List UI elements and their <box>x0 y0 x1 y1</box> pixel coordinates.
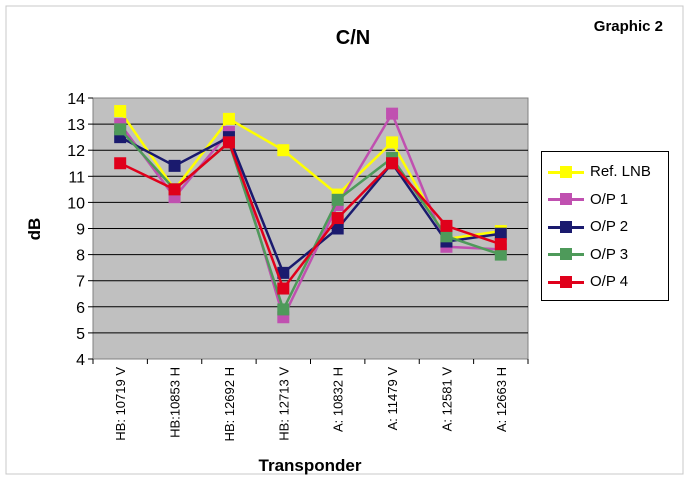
data-point <box>331 212 344 225</box>
data-point <box>440 219 453 232</box>
series-line <box>119 140 502 292</box>
x-tick-label: A: 12581 V <box>439 367 454 432</box>
x-tick-label: HB:10853 H <box>168 367 183 438</box>
legend-item: O/P 2 <box>548 213 668 241</box>
y-tick-label: 10 <box>67 195 85 212</box>
data-point <box>494 227 507 240</box>
data-point <box>386 136 399 149</box>
legend-item: O/P 4 <box>548 268 668 296</box>
y-tick-label: 4 <box>76 352 85 369</box>
y-tick-label: 13 <box>67 117 85 134</box>
data-point <box>168 159 181 172</box>
data-point <box>386 157 399 170</box>
legend-swatch <box>548 192 584 206</box>
data-point <box>440 230 453 243</box>
legend-marker <box>560 275 572 288</box>
data-point <box>494 248 507 261</box>
data-point <box>277 144 290 157</box>
x-axis-label: Transponder <box>259 456 362 475</box>
y-tick-label: 9 <box>76 222 85 239</box>
legend-label: O/P 3 <box>590 245 629 263</box>
legend-item: Ref. LNB <box>548 158 668 186</box>
data-point <box>114 157 127 170</box>
legend-label: O/P 2 <box>590 218 629 236</box>
graphic-caption: Graphic 2 <box>593 18 663 35</box>
data-point <box>277 266 290 279</box>
legend-marker <box>560 220 572 233</box>
y-tick-label: 5 <box>76 326 85 343</box>
data-point <box>222 112 235 125</box>
data-point <box>331 222 344 235</box>
data-point <box>277 303 290 316</box>
y-tick-label: 6 <box>76 300 85 317</box>
legend-item: O/P 1 <box>548 186 668 214</box>
legend-swatch <box>548 220 584 234</box>
legend-marker <box>560 193 572 206</box>
data-point <box>222 136 235 149</box>
data-point <box>277 282 290 295</box>
legend-swatch <box>548 165 584 179</box>
data-point <box>331 193 344 206</box>
x-tick-label: A: 10832 H <box>331 367 346 432</box>
x-tick-label: HB: 12692 H <box>222 367 237 441</box>
legend-label: O/P 1 <box>590 190 629 208</box>
legend: Ref. LNB O/P 1 O/P 2 O/P 3 O/P 4 <box>541 151 669 301</box>
x-axis: HB: 10719 V HB:10853 H HB: 12692 H HB: 1271… <box>92 359 529 441</box>
chart-title: C/N <box>336 27 370 49</box>
y-tick-label: 12 <box>67 143 85 160</box>
legend-item: O/P 3 <box>548 241 668 269</box>
y-tick-label: 7 <box>76 274 85 291</box>
legend-marker <box>560 165 572 178</box>
x-tick-label: A: 11479 V <box>385 367 400 431</box>
y-tick-label: 14 <box>67 91 85 108</box>
data-point <box>168 183 181 196</box>
legend-label: O/P 4 <box>590 273 629 291</box>
y-axis-label: dB <box>25 218 44 241</box>
data-point <box>114 123 127 136</box>
legend-marker <box>560 248 572 261</box>
x-tick-label: A: 12663 H <box>494 367 509 432</box>
series-line <box>119 135 501 275</box>
legend-swatch <box>548 275 584 289</box>
y-axis: 4 5 6 7 8 9 10 11 12 13 14 <box>67 91 93 369</box>
series-o-p-4 <box>114 136 507 295</box>
legend-swatch <box>548 247 584 261</box>
x-tick-label: HB: 12713 V <box>276 367 291 441</box>
data-point <box>494 238 507 251</box>
x-tick-label: HB: 10719 V <box>113 367 128 441</box>
y-tick-label: 8 <box>76 248 85 265</box>
data-point <box>114 105 127 118</box>
y-tick-label: 11 <box>68 169 85 186</box>
data-point <box>386 107 399 120</box>
series-lines <box>114 105 507 324</box>
legend-label: Ref. LNB <box>590 163 651 181</box>
